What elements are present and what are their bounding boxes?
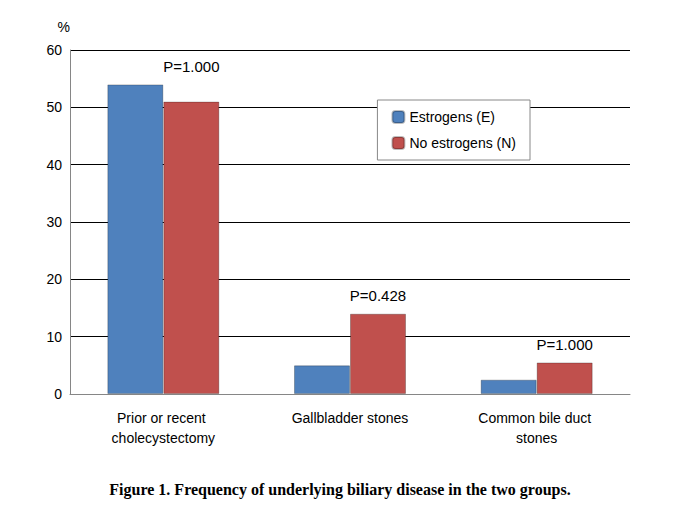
svg-text:10: 10 (46, 329, 62, 345)
svg-text:cholecystectomy: cholecystectomy (112, 430, 215, 446)
svg-text:Gallbladder stones: Gallbladder stones (292, 410, 409, 426)
svg-text:Figure 1. Frequency of underly: Figure 1. Frequency of underlying biliar… (109, 481, 570, 499)
svg-text:Common bile duct: Common bile duct (478, 410, 595, 426)
svg-text:0: 0 (54, 386, 62, 402)
svg-text:50: 50 (46, 99, 62, 115)
svg-text:stones: stones (516, 430, 557, 446)
svg-text:P=1.000: P=1.000 (537, 336, 593, 353)
svg-text:Prior or recent: Prior or recent (117, 410, 210, 426)
svg-text:P=1.000: P=1.000 (163, 58, 219, 75)
svg-text:%: % (58, 19, 70, 35)
svg-text:60: 60 (46, 42, 62, 58)
svg-text:30: 30 (46, 214, 62, 230)
svg-text:20: 20 (46, 271, 62, 287)
svg-text:Estrogens (E): Estrogens (E) (409, 109, 495, 125)
svg-text:No estrogens (N): No estrogens (N) (409, 135, 516, 151)
svg-text:P=0.428: P=0.428 (350, 287, 406, 304)
svg-text:40: 40 (46, 157, 62, 173)
